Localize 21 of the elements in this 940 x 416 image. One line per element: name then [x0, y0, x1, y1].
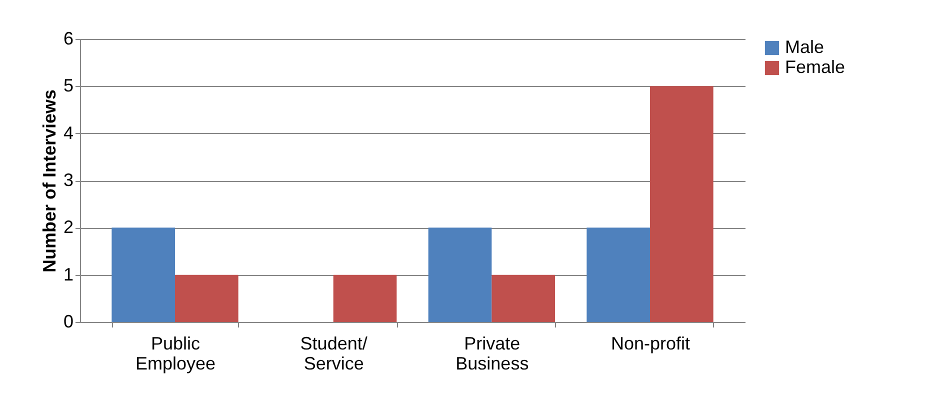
x-tick-label: Student/ Service: [300, 334, 368, 374]
bar: [428, 228, 492, 322]
y-tick-label: 4: [63, 122, 74, 143]
bar: [650, 86, 714, 322]
legend-label: Male: [785, 37, 824, 57]
y-tick-label: 0: [63, 312, 74, 332]
bar: [333, 274, 397, 322]
y-tick-label: 1: [63, 264, 74, 284]
x-tick-label: Non-profit: [610, 334, 690, 354]
x-tick-label: Private Business: [456, 334, 529, 374]
bar: [112, 228, 175, 322]
y-tick-label: 3: [63, 170, 74, 190]
bar: [175, 274, 238, 322]
x-tick-label: Public Employee: [135, 334, 216, 374]
bar: [586, 228, 650, 322]
bar: [492, 274, 555, 322]
legend-label: Female: [785, 57, 846, 77]
y-tick-label: 5: [63, 76, 74, 96]
y-tick-label: 2: [63, 217, 74, 238]
y-tick-label: 6: [63, 28, 74, 48]
y-axis-title: Number of Interviews: [39, 89, 60, 273]
